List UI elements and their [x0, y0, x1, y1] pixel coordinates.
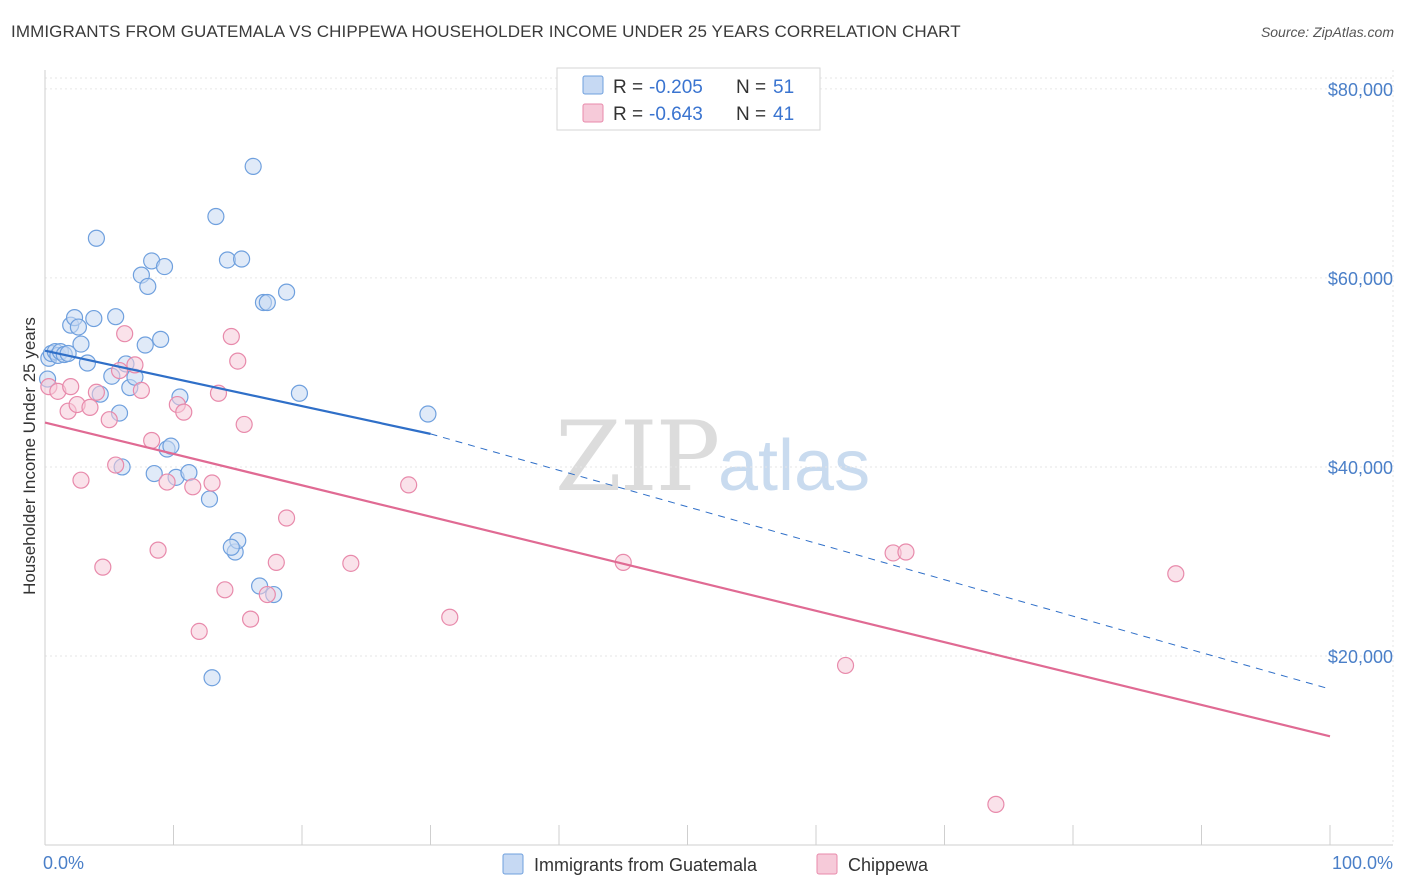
chippewa-point-21: [203, 474, 221, 492]
guatemala-point-27: [155, 257, 174, 276]
chippewa-point-9: [107, 456, 125, 474]
watermark-atlas: atlas: [718, 426, 870, 506]
chippewa-point-35: [836, 656, 855, 675]
chippewa-point-29: [267, 553, 285, 572]
guatemala-point-12: [87, 229, 106, 247]
chippewa-point-31: [342, 554, 360, 572]
guatemala-point-25: [145, 464, 163, 483]
chippewa-point-19: [184, 478, 202, 496]
legend-n-label-1: N =: [736, 77, 766, 98]
legend-r-label-2: R =: [613, 104, 643, 125]
chippewa-point-4: [72, 471, 90, 489]
guatemala-point-26: [152, 330, 170, 348]
chippewa-point-27: [242, 610, 260, 628]
source-label: Source: ZipAtlas.com: [1260, 24, 1394, 40]
chippewa-point-28: [258, 585, 276, 604]
guatemala-point-23: [139, 277, 157, 296]
chippewa-point-32: [400, 476, 418, 494]
chippewa-point-11: [116, 325, 134, 343]
x-tick-labels: 0.0% 100.0%: [43, 853, 1393, 873]
guatemala-point-47: [419, 405, 437, 423]
legend-r-value-2: -0.643: [649, 104, 703, 125]
guatemala-point-39: [233, 250, 251, 268]
chippewa-point-25: [229, 352, 247, 370]
bottom-legend-swatch-pink: [816, 853, 838, 875]
chippewa-point-40: [62, 378, 80, 396]
guatemala-point-34: [203, 669, 221, 687]
gridlines: [45, 70, 1394, 845]
chippewa-point-13: [132, 381, 150, 399]
guatemala-point-35: [207, 207, 225, 226]
bottom-legend-swatch-blue: [502, 853, 524, 875]
chippewa-point-23: [216, 581, 234, 599]
guatemala-point-33: [200, 490, 219, 508]
series-guatemala-points: [38, 157, 437, 687]
guatemala-point-8: [69, 318, 88, 336]
series-chippewa-points: [40, 325, 1185, 813]
watermark-zip: ZIP: [555, 401, 718, 513]
stats-legend: R = -0.205 N = 51 R = -0.643 N = 41: [556, 67, 821, 131]
chippewa-point-7: [94, 558, 112, 576]
chippewa-point-16: [158, 473, 176, 491]
y-tick-labels: $20,000 $40,000 $60,000 $80,000: [1328, 80, 1393, 667]
chippewa-point-20: [190, 622, 208, 641]
guatemala-point-22: [136, 336, 154, 354]
chippewa-point-37: [897, 543, 915, 561]
x-tick-label-end: 100.0%: [1332, 853, 1393, 873]
guatemala-point-11: [85, 309, 103, 328]
x-tick-label-start: 0.0%: [43, 853, 84, 873]
legend-swatch-pink: [582, 103, 604, 123]
guatemala-point-32: [180, 464, 198, 482]
guatemala-point-40: [244, 157, 262, 176]
legend-n-label-2: N =: [736, 104, 766, 125]
guatemala-point-46: [290, 384, 309, 402]
legend-swatch-blue: [582, 75, 604, 95]
bottom-legend-chippewa: Chippewa: [848, 855, 929, 875]
guatemala-point-45: [277, 283, 296, 301]
chippewa-point-18: [175, 403, 193, 421]
chippewa-point-24: [222, 327, 240, 346]
axes: [44, 70, 1393, 846]
trend-guatemala-solid: [44, 349, 431, 435]
legend-r-label-1: R =: [613, 77, 643, 98]
guatemala-point-50: [222, 538, 240, 556]
legend-r-value-1: -0.205: [649, 77, 703, 98]
chippewa-point-30: [277, 509, 296, 527]
guatemala-point-10: [78, 354, 97, 372]
chippewa-point-39: [1167, 565, 1185, 583]
chippewa-point-8: [100, 411, 118, 429]
chippewa-point-6: [87, 383, 106, 401]
legend-n-value-2: 41: [773, 104, 794, 125]
chart-title: IMMIGRANTS FROM GUATEMALA VS CHIPPEWA HO…: [11, 22, 961, 41]
guatemala-point-15: [107, 308, 125, 326]
bottom-legend-guatemala: Immigrants from Guatemala: [534, 855, 758, 875]
y-tick-label-3: $80,000: [1328, 80, 1393, 100]
guatemala-point-43: [258, 293, 276, 312]
chippewa-point-38: [987, 795, 1005, 813]
trend-lines: [44, 349, 1331, 738]
y-tick-label-0: $20,000: [1328, 647, 1393, 667]
series-legend: Immigrants from Guatemala Chippewa: [502, 853, 929, 875]
chippewa-point-26: [235, 415, 253, 434]
guatemala-point-9: [72, 335, 90, 353]
legend-n-value-1: 51: [773, 77, 794, 98]
y-tick-label-1: $40,000: [1328, 458, 1393, 478]
y-tick-label-2: $60,000: [1328, 269, 1393, 289]
trend-chippewa: [44, 421, 1331, 738]
chippewa-point-33: [441, 608, 459, 626]
chippewa-point-15: [149, 541, 167, 559]
chippewa-point-5: [81, 398, 99, 417]
trend-guatemala-dashed: [430, 433, 1331, 690]
y-axis-label: Householder Income Under 25 years: [20, 317, 39, 595]
